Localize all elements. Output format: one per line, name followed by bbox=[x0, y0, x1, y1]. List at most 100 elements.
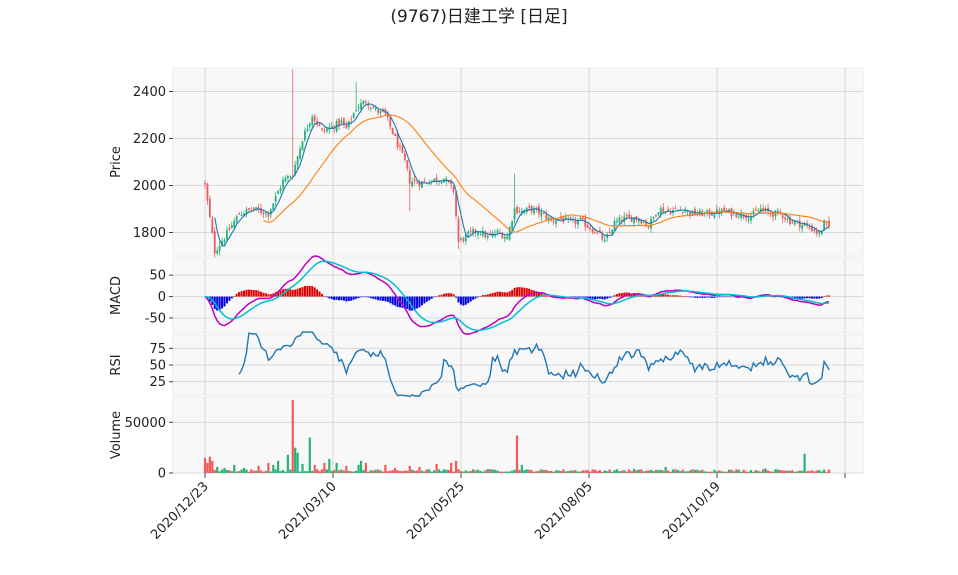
volume-bar-164 bbox=[603, 470, 606, 473]
macd-hist-bar-27 bbox=[269, 294, 272, 297]
volume-bar-249 bbox=[810, 470, 814, 473]
volume-bar-73 bbox=[381, 471, 385, 473]
volume-bar-219 bbox=[737, 469, 740, 473]
macd-hist-bar-77 bbox=[391, 296, 394, 305]
candle-body-120 bbox=[496, 230, 499, 233]
volume-bar-238 bbox=[784, 470, 787, 473]
macd-hist-bar-13 bbox=[235, 293, 238, 297]
macd-hist-bar-44 bbox=[311, 286, 314, 297]
macd-hist-bar-14 bbox=[238, 292, 241, 297]
macd-hist-bar-154 bbox=[579, 296, 582, 298]
macd-hist-bar-172 bbox=[623, 292, 626, 297]
volume-bar-43 bbox=[308, 437, 311, 473]
volume-bar-133 bbox=[528, 469, 531, 473]
volume-bar-167 bbox=[610, 471, 614, 473]
macd-hist-bar-67 bbox=[367, 296, 370, 298]
volume-bar-233 bbox=[771, 471, 775, 473]
macd-hist-bar-120 bbox=[496, 291, 499, 297]
ylabel-price: Price bbox=[109, 146, 124, 178]
volume-bar-231 bbox=[766, 470, 770, 473]
volume-bar-128 bbox=[515, 435, 519, 473]
candle-body-78 bbox=[394, 134, 397, 137]
macd-hist-bar-72 bbox=[379, 296, 382, 301]
volume-bar-144 bbox=[554, 470, 558, 473]
macd-hist-bar-73 bbox=[381, 296, 384, 301]
volume-bar-222 bbox=[745, 471, 748, 473]
candle-body-94 bbox=[433, 178, 436, 181]
volume-bar-227 bbox=[757, 470, 760, 473]
macd-hist-bar-140 bbox=[545, 295, 548, 297]
macd-hist-bar-11 bbox=[230, 296, 233, 299]
volume-bar-224 bbox=[749, 470, 753, 473]
candle-body-81 bbox=[401, 146, 404, 153]
macd-hist-bar-132 bbox=[525, 288, 528, 297]
macd-hist-bar-159 bbox=[591, 296, 594, 299]
candle-body-199 bbox=[689, 211, 691, 215]
ytick-label-price-2400: 2400 bbox=[133, 85, 166, 100]
macd-hist-bar-101 bbox=[450, 293, 453, 297]
xtick-label-0: 2020/12/23 bbox=[148, 479, 212, 543]
volume-bar-33 bbox=[284, 471, 287, 473]
candle-body-133 bbox=[528, 206, 531, 208]
macd-hist-bar-138 bbox=[540, 293, 543, 297]
candle-body-5 bbox=[216, 250, 219, 254]
volume-bar-173 bbox=[625, 471, 628, 473]
volume-bar-203 bbox=[698, 470, 701, 473]
volume-bar-40 bbox=[301, 463, 304, 473]
candle-body-0 bbox=[204, 183, 206, 185]
candle-body-197 bbox=[684, 210, 687, 212]
volume-bar-202 bbox=[696, 469, 699, 473]
macd-hist-bar-157 bbox=[586, 296, 589, 298]
macd-hist-bar-54 bbox=[335, 296, 338, 300]
candle-body-80 bbox=[399, 145, 401, 147]
candle-body-242 bbox=[793, 221, 796, 225]
macd-hist-bar-74 bbox=[384, 296, 387, 302]
volume-bar-243 bbox=[796, 471, 799, 473]
candle-body-105 bbox=[460, 238, 462, 240]
volume-bar-6 bbox=[218, 471, 221, 473]
candle-body-240 bbox=[789, 217, 791, 224]
volume-bar-174 bbox=[628, 469, 631, 473]
volume-bar-86 bbox=[413, 470, 416, 473]
candle-body-187 bbox=[659, 208, 662, 215]
volume-bar-24 bbox=[262, 471, 265, 473]
sma-long-line bbox=[263, 114, 830, 233]
candle-body-163 bbox=[601, 232, 604, 240]
macd-hist-bar-104 bbox=[457, 296, 460, 303]
macd-hist-bar-106 bbox=[462, 296, 465, 306]
xtick-label-3: 2021/08/05 bbox=[532, 479, 596, 543]
volume-bar-18 bbox=[247, 471, 250, 473]
macd-hist-bar-243 bbox=[796, 296, 799, 299]
ytick-label-macd-50: 50 bbox=[149, 269, 166, 284]
volume-bar-89 bbox=[420, 470, 424, 473]
volume-bar-62 bbox=[355, 470, 358, 473]
volume-bar-146 bbox=[559, 471, 562, 473]
volume-bar-30 bbox=[277, 460, 280, 473]
volume-bar-120 bbox=[496, 470, 499, 473]
candle-body-29 bbox=[274, 195, 277, 202]
macd-hist-bar-182 bbox=[647, 296, 650, 298]
macd-hist-bar-63 bbox=[357, 296, 360, 299]
candle-body-185 bbox=[655, 214, 657, 217]
candle-body-229 bbox=[762, 207, 765, 210]
candle-body-4 bbox=[213, 231, 216, 254]
volume-bar-19 bbox=[250, 469, 253, 473]
volume-bar-68 bbox=[369, 470, 372, 473]
volume-bar-70 bbox=[374, 469, 377, 473]
macd-hist-bar-201 bbox=[693, 296, 696, 298]
volume-bar-223 bbox=[747, 471, 750, 473]
candle-body-169 bbox=[616, 220, 618, 223]
macd-hist-bar-41 bbox=[303, 286, 306, 297]
macd-hist-bar-247 bbox=[806, 296, 809, 299]
macd-hist-bar-213 bbox=[723, 296, 726, 298]
macd-hist-bar-26 bbox=[267, 294, 270, 297]
volume-bar-122 bbox=[501, 471, 504, 473]
macd-hist-bar-59 bbox=[347, 296, 350, 302]
candle-body-132 bbox=[525, 207, 528, 212]
volume-bar-154 bbox=[579, 471, 582, 473]
candle-body-13 bbox=[235, 216, 238, 223]
volume-bar-54 bbox=[335, 462, 338, 473]
volume-bar-58 bbox=[345, 465, 348, 473]
macd-hist-bar-17 bbox=[245, 289, 248, 297]
volume-bar-216 bbox=[730, 469, 733, 473]
